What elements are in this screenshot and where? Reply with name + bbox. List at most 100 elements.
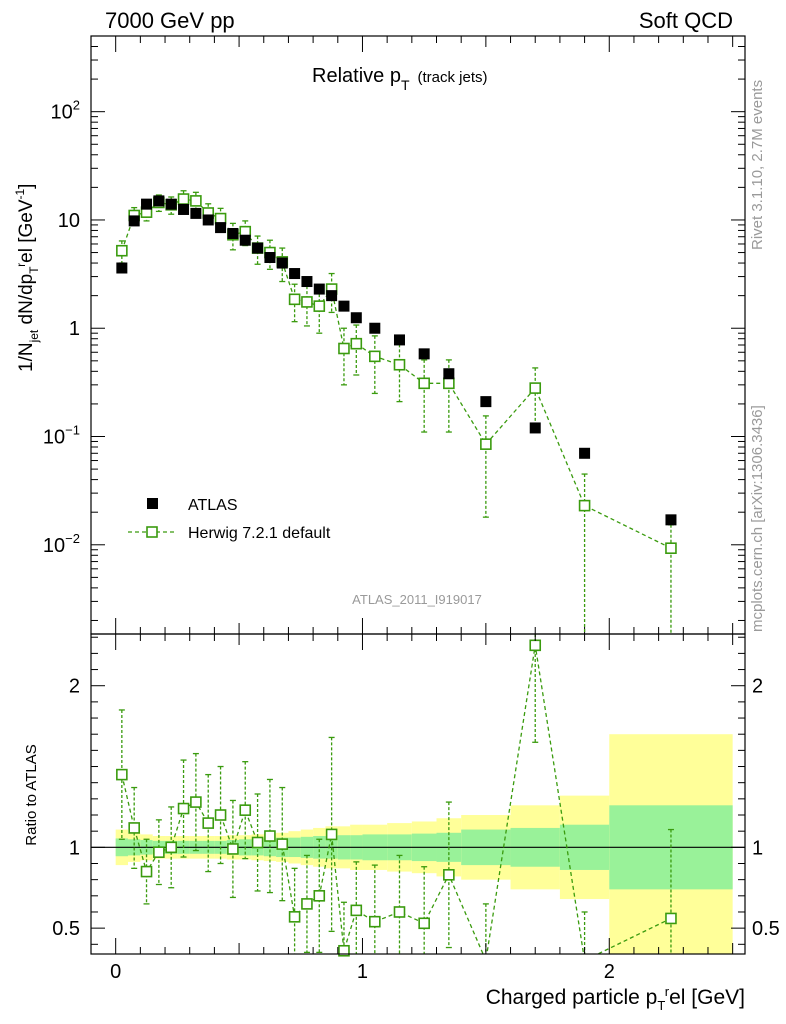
- xlabel-main: Charged particle p: [486, 986, 658, 1009]
- ylabel-sup: -1: [13, 188, 27, 199]
- ratio-y-label: Ratio to ATLAS: [23, 744, 40, 845]
- data-point: [202, 214, 214, 226]
- ratio-y-tick-label: 1: [69, 837, 80, 859]
- ratio-point: [140, 865, 153, 878]
- ratio-y-tick-label-right: 1: [752, 837, 763, 859]
- header-left: 7000 GeV pp: [105, 8, 235, 33]
- mc-point: [665, 542, 677, 555]
- ylabel-rel: r: [14, 263, 28, 267]
- data-point: [276, 257, 288, 269]
- data-point: [227, 227, 239, 239]
- ratio-mc-series: [116, 634, 677, 957]
- main-y-tick-label: 102: [51, 98, 80, 124]
- mc-point: [393, 358, 406, 371]
- mc-point: [313, 300, 326, 312]
- data-point: [393, 334, 405, 346]
- ratio-point: [288, 911, 301, 923]
- main-plot-ticks: [90, 35, 745, 634]
- ratio-point: [153, 846, 165, 858]
- data-point: [252, 242, 264, 254]
- ratio-plot-frame: [90, 633, 746, 955]
- main-y-tick-label: 10: [58, 210, 80, 232]
- ratio-point: [177, 802, 190, 815]
- ylabel-c: el [GeV: [16, 199, 37, 263]
- main-y-tick-base: 10: [58, 210, 80, 232]
- main-y-tick-label: 1: [69, 318, 80, 340]
- data-point: [369, 322, 381, 334]
- ylabel-a: 1/N: [16, 342, 37, 372]
- data-point: [313, 283, 325, 295]
- ratio-plot: 0.5 0.5 1 1 2 2 0 1 2 Ratio to ATLAS Charged par…: [23, 633, 780, 1013]
- data-point: [338, 300, 350, 312]
- data-point: [190, 207, 202, 219]
- mc-point: [418, 377, 430, 390]
- data-point: [264, 252, 276, 264]
- data-point: [141, 198, 153, 210]
- ratio-point: [264, 830, 276, 842]
- main-y-tick-labels: 10−2 10−1 1 10 102: [43, 98, 80, 557]
- x-tick-label: 0: [110, 961, 121, 983]
- data-point: [301, 276, 313, 288]
- ratio-point: [251, 836, 264, 849]
- main-y-tick-exp: −1: [65, 423, 80, 438]
- title-main: Relative p: [312, 65, 401, 87]
- data-point: [480, 396, 492, 408]
- chart-title: Relative pT (track jets): [312, 65, 488, 93]
- ylabel-d: ]: [16, 184, 37, 189]
- data-point: [239, 234, 251, 246]
- ratio-point: [393, 906, 406, 918]
- legend-mc-marker: [146, 526, 158, 538]
- main-y-tick-label: 10−2: [43, 531, 80, 557]
- mc-point: [190, 195, 202, 207]
- x-axis-label: Charged particle pTrel [GeV]: [486, 984, 745, 1013]
- main-plot: 10−2 10−1 1 10 102 Relative pT (track jets) A…: [13, 35, 746, 635]
- ratio-point: [338, 944, 350, 957]
- mc-point: [214, 212, 227, 225]
- ratio-y-tick-label-right: 0.5: [752, 918, 780, 940]
- ratio-point: [165, 841, 178, 854]
- main-y-label: 1/Njet dN/dpTrel [GeV-1]: [13, 184, 41, 372]
- data-point: [350, 312, 362, 324]
- ratio-point: [529, 639, 542, 652]
- data-point: [116, 262, 128, 274]
- data-series: [116, 195, 677, 526]
- mc-point: [480, 438, 492, 450]
- data-point: [418, 348, 430, 360]
- mc-point: [529, 382, 542, 394]
- x-tick-label: 2: [604, 961, 615, 983]
- ratio-point: [369, 915, 381, 928]
- x-tick-label: 1: [357, 961, 368, 983]
- ratio-y-tick-label-right: 2: [752, 676, 763, 698]
- legend-data-label: ATLAS: [188, 497, 238, 514]
- mc-series: [116, 190, 677, 634]
- title-sub: T: [401, 77, 410, 93]
- data-point: [326, 290, 338, 302]
- xlabel-rest: el [GeV]: [669, 986, 745, 1009]
- ratio-point: [276, 838, 289, 850]
- data-point: [665, 514, 677, 526]
- rivet-watermark: Rivet 3.1.10, 2.7M events: [749, 80, 766, 250]
- legend: ATLAS Herwig 7.2.1 default: [128, 497, 331, 542]
- data-point: [289, 268, 301, 280]
- ratio-plot-ticks: [90, 634, 745, 954]
- ratio-point: [128, 822, 140, 834]
- ratio-point: [418, 917, 430, 930]
- ylabel-jet: jet: [27, 329, 41, 343]
- xlabel-sub: T: [657, 998, 665, 1013]
- analysis-id: ATLAS_2011_I919017: [352, 592, 482, 607]
- ratio-point: [202, 817, 215, 829]
- ratio-point: [665, 912, 677, 925]
- main-y-tick-label: 10−1: [43, 423, 80, 449]
- data-point: [443, 368, 455, 380]
- mcplots-watermark: mcplots.cern.ch [arXiv:1306.3436]: [749, 405, 766, 632]
- mc-point: [443, 377, 455, 390]
- xlabel-sup: r: [665, 984, 670, 999]
- ratio-point: [116, 768, 128, 781]
- ratio-point: [350, 904, 363, 917]
- ratio-mc-line: [121, 645, 672, 954]
- ratio-point: [227, 843, 239, 855]
- main-y-tick-base: 1: [69, 318, 80, 340]
- header-right: Soft QCD: [639, 8, 733, 33]
- mc-point: [338, 342, 350, 355]
